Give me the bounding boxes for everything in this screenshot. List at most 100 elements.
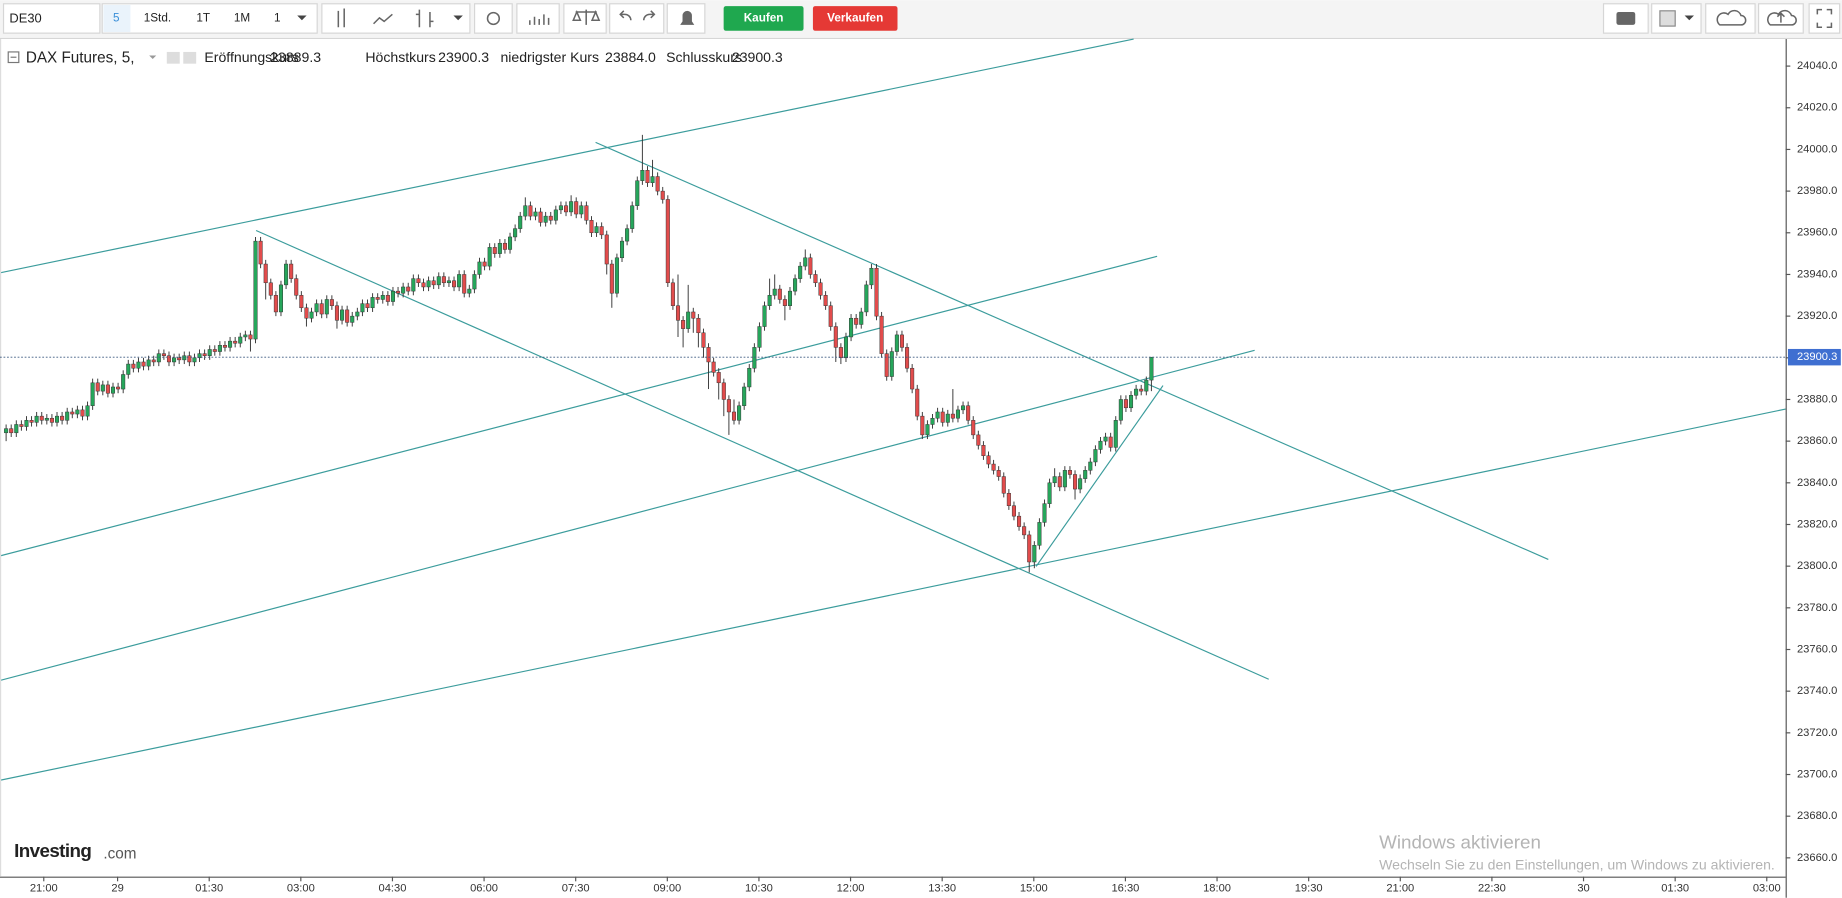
candle-body [192,357,197,363]
candle-body [823,295,828,306]
y-tick-label: 24000.0 [1797,143,1837,155]
candle-body [334,305,339,321]
sell-button[interactable] [812,6,898,31]
candle-body [482,261,487,267]
redo-icon[interactable] [642,10,656,21]
open-label: Eröffnungskurs [204,49,298,65]
low-label: niedrigster Kurs [500,49,599,65]
line-icon[interactable] [373,13,393,25]
indicators-button[interactable] [516,3,560,34]
candle-body [976,434,981,446]
candle-body [1042,503,1047,523]
settings-button[interactable] [474,3,513,34]
color-button[interactable] [1651,3,1702,34]
fullscreen-icon [1816,8,1833,29]
fullscreen-button[interactable] [1808,3,1841,34]
last-price-label: 23900.3 [1797,351,1837,363]
candle-body [100,384,105,392]
candle-body [273,295,278,313]
candle-body [589,220,594,234]
candle-body [1032,545,1037,563]
candle-body [808,257,813,275]
candle-body [268,282,273,296]
candle-body [1083,470,1088,479]
settings-icon[interactable] [183,51,197,64]
cloud-load-button[interactable] [1705,3,1756,34]
watermark-text: Wechseln Sie zu den Einstellungen, um Wi… [1379,857,1775,873]
candle-body [640,170,645,181]
candle-body [1139,388,1144,392]
candle-body [742,386,747,406]
interval-button[interactable]: 1 [274,12,281,25]
candle-body [1113,420,1118,448]
candle-body [701,332,706,348]
dropdown-arrow[interactable] [297,15,307,21]
candle-body [487,247,492,267]
candle-body [1037,522,1042,546]
candle-body [314,303,319,313]
candle-body [34,415,39,423]
candle-body [599,226,604,236]
candle-body [777,288,782,300]
candle-body [996,470,1001,477]
plot: 23660.0 23680.0 23700.0 23720.0 23740.0 23760… [0,60,1841,894]
buy-label: Kaufen [744,12,784,25]
trend-line [0,349,1255,681]
x-tick-label: 21:00 [1386,882,1414,894]
x-tick-label: 16:30 [1111,882,1139,894]
interval-button[interactable]: 1M [234,12,250,25]
candle-body [446,280,451,284]
candle-body [665,199,670,284]
watermark-title: Windows aktivieren [1379,832,1541,853]
candle-body [787,290,793,306]
compare-button[interactable] [563,3,607,34]
candle-body [594,226,599,234]
x-tick-label: 03:00 [287,882,315,894]
candle-icon[interactable] [337,8,345,28]
buy-button[interactable] [723,6,804,31]
trend-line [0,255,1158,557]
interval-button[interactable]: 1T [196,12,210,25]
candle-body [365,303,370,309]
x-tick-label: 22:30 [1478,882,1506,894]
candle-body [222,345,227,348]
candle-body [44,417,49,421]
candle-body [1098,440,1103,450]
undo-icon[interactable] [619,10,632,21]
candle-body [625,228,630,242]
candle-body [859,311,864,325]
candle-body [569,201,574,213]
candle-body [737,405,742,421]
candle-body [436,276,441,286]
candle-body [324,299,329,315]
interval-button[interactable]: 1Std. [144,12,171,25]
candle-body [833,326,838,348]
dropdown-arrow[interactable] [453,15,463,21]
candle-body [24,420,29,427]
candle-body [80,409,85,417]
candle-body [1088,461,1093,471]
candle-body [686,311,691,329]
candle-body [355,311,360,317]
candle-body [798,265,803,279]
bar-icon[interactable] [415,9,434,28]
interval-button[interactable]: 5 [113,12,120,25]
candle-body [385,295,390,302]
candle-body [767,295,772,306]
y-tick-label: 23820.0 [1797,518,1837,530]
candle-body [304,307,309,319]
candle-body [945,413,950,423]
eye-icon[interactable] [166,51,180,64]
trend-line [0,38,1134,274]
x-tick-label: 10:30 [745,882,773,894]
candle-body [182,355,187,361]
symbol-input[interactable] [2,3,101,34]
candle-body [39,415,44,421]
candle-body [910,367,915,390]
candle-body [558,205,563,211]
candle-body [238,336,243,344]
candle-body [340,309,345,321]
candle-body [879,315,884,354]
last-price-tag [1787,348,1841,366]
